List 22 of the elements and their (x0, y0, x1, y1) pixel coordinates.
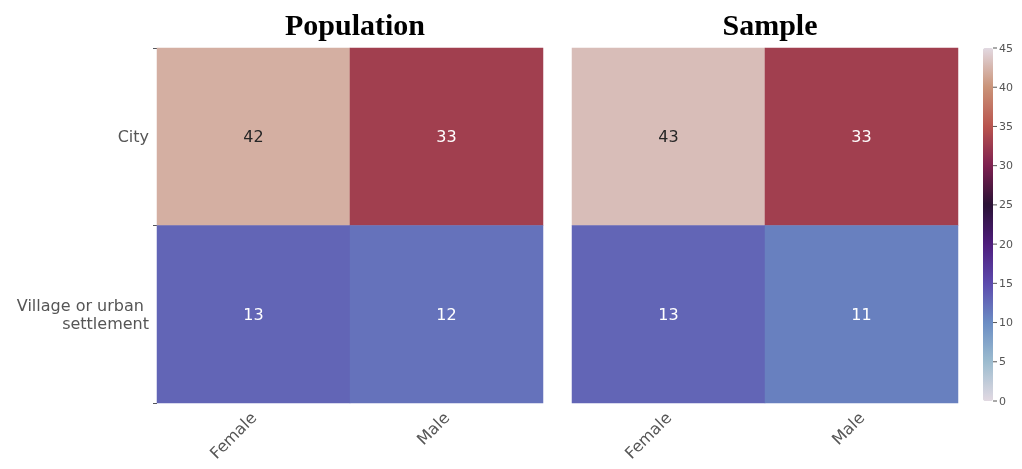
color-bar-label: 0 (999, 394, 1006, 408)
color-bar-label: 45 (999, 41, 1013, 55)
data-label: 43 (658, 127, 679, 147)
color-bar-label: 30 (999, 159, 1013, 173)
data-label: 42 (243, 127, 264, 147)
color-bar-label: 5 (999, 355, 1006, 369)
chart-title: Sample (722, 7, 818, 41)
chart-title: Population (284, 7, 426, 41)
data-label: 11 (851, 304, 872, 324)
color-bar-label: 15 (999, 276, 1013, 290)
data-label: 13 (658, 304, 679, 324)
data-label: 33 (851, 127, 872, 147)
data-label: 33 (436, 127, 457, 147)
y-tick-label: Village or urban settlement (16, 295, 149, 333)
color-bar-label: 25 (999, 198, 1013, 212)
color-bar-label: 35 (999, 119, 1013, 133)
y-tick-label: City (117, 127, 149, 147)
data-label: 13 (243, 304, 264, 324)
color-bar-label: 40 (999, 80, 1013, 94)
data-label: 12 (436, 304, 457, 324)
color-bar-label: 10 (999, 316, 1013, 330)
color-bar-label: 20 (999, 237, 1013, 251)
